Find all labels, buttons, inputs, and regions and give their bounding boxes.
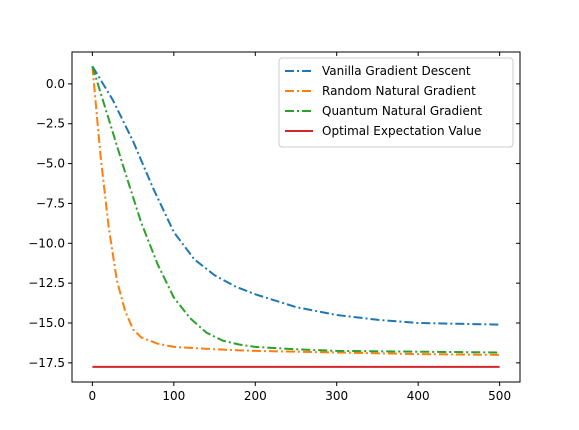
y-tick-label: −17.5: [28, 356, 65, 370]
series-line-vanilla-gradient-descent: [91, 65, 500, 326]
plot-area: 0 100 200 300 400 500 0.0 −2.5 −5.0 −7.5 −10.0 −12…: [28, 51, 521, 403]
x-tick-label: 500: [488, 389, 511, 403]
x-tick-label: 0: [89, 389, 97, 403]
x-tick-label: 400: [407, 389, 430, 403]
y-axis: 0.0 −2.5 −5.0 −7.5 −10.0 −12.5 −15.0 −17.5: [28, 77, 520, 370]
legend-label: Optimal Expectation Value: [322, 124, 481, 138]
legend: Vanilla Gradient Descent Random Natural G…: [278, 57, 514, 148]
y-tick-label: −7.5: [36, 196, 65, 210]
y-tick-label: −5.0: [36, 157, 65, 171]
y-tick-label: −12.5: [28, 276, 65, 290]
x-tick-label: 300: [325, 389, 348, 403]
y-tick-label: −10.0: [28, 236, 65, 250]
legend-box: [278, 57, 514, 148]
legend-label: Random Natural Gradient: [322, 84, 476, 98]
y-tick-label: −15.0: [28, 316, 65, 330]
series-line-random-natural-gradient: [91, 66, 500, 356]
x-tick-label: 100: [162, 389, 185, 403]
legend-label: Vanilla Gradient Descent: [322, 64, 471, 78]
plot-frame: [71, 51, 521, 383]
y-tick-label: 0.0: [46, 77, 65, 91]
y-tick-label: −2.5: [36, 117, 65, 131]
x-axis: 0 100 200 300 400 500: [89, 52, 511, 403]
series-layer: [91, 65, 500, 368]
x-tick-label: 200: [244, 389, 267, 403]
legend-label: Quantum Natural Gradient: [322, 104, 482, 118]
series-line-quantum-natural-gradient: [91, 66, 500, 354]
